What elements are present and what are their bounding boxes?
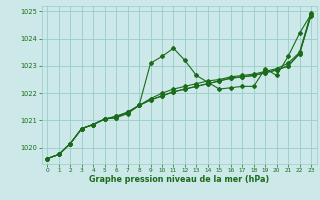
X-axis label: Graphe pression niveau de la mer (hPa): Graphe pression niveau de la mer (hPa) <box>89 175 269 184</box>
